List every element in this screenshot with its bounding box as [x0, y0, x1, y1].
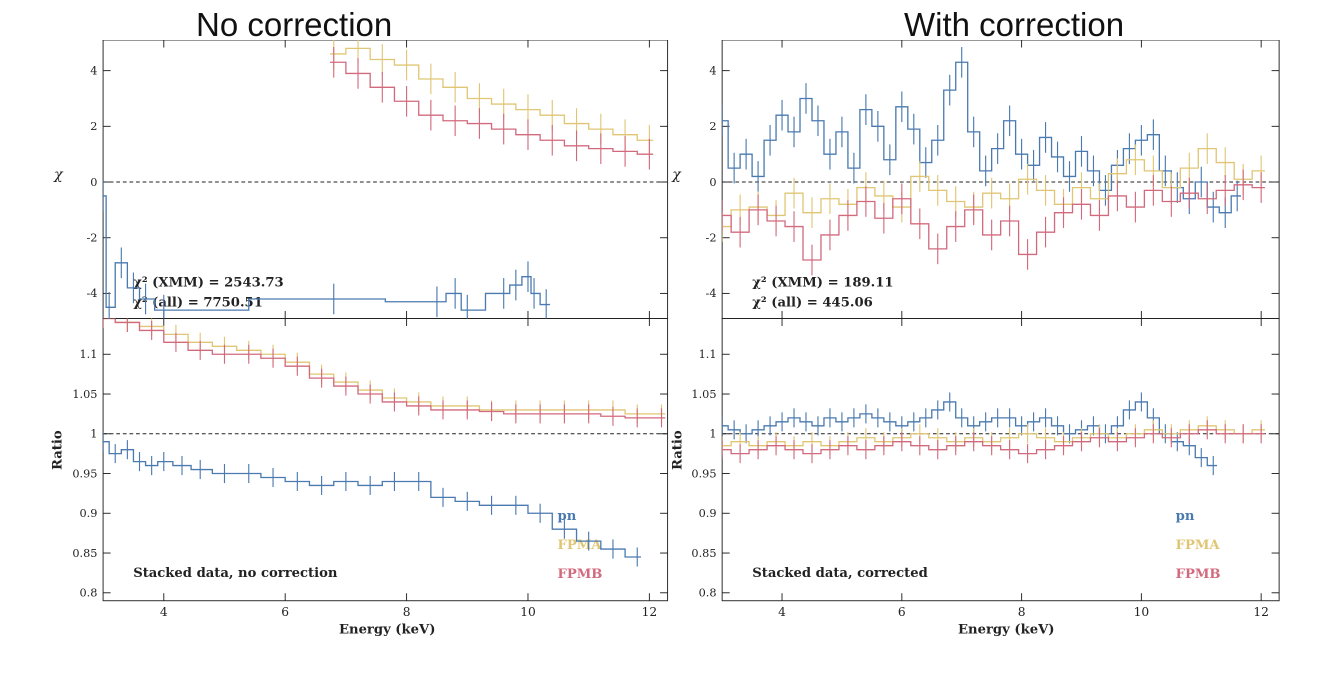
ratio-axis-label-left: Ratio: [51, 430, 66, 470]
caption-left: Stacked data, no correction: [133, 566, 338, 581]
x-tick-label: 4: [778, 605, 786, 619]
chi2-all-right: χ² (all) = 445.06: [752, 295, 873, 310]
x-tick-label: 10: [520, 605, 536, 619]
x-tick-label: 12: [1253, 605, 1269, 619]
pn-residual-line: [103, 195, 550, 311]
ratio-frame: [721, 318, 1280, 602]
residual-y-tick-label: 4: [90, 64, 97, 77]
energy-axis-label-right: Energy (keV): [958, 623, 1054, 638]
pn-residual-line: [722, 61, 1241, 214]
ratio-y-tick-label: 0.8: [80, 587, 98, 600]
ratio-y-tick-label: 0.95: [691, 467, 716, 480]
x-tick-label: 8: [1018, 605, 1026, 619]
x-tick-label: 10: [1134, 605, 1150, 619]
fpmb-residual-line: [329, 61, 654, 155]
chi2-xmm-right: χ² (XMM) = 189.11: [752, 275, 893, 290]
residual-y-tick-label: -4: [86, 287, 97, 300]
residual-y-tick-label: 2: [90, 120, 97, 133]
ratio-y-tick-label: 0.9: [699, 507, 717, 520]
residual-y-tick-label: -2: [706, 231, 717, 244]
panel-title-left: No correction: [196, 6, 393, 43]
fpma-residual-line: [329, 47, 654, 141]
fpmb-ratio-line: [103, 318, 666, 419]
ratio-y-tick-label: 1.1: [699, 348, 717, 361]
x-tick-label: 12: [642, 605, 658, 619]
residual-y-tick-label: -2: [86, 231, 97, 244]
legend-pn-left: pn: [558, 509, 577, 524]
legend-pn-right: pn: [1176, 509, 1195, 524]
pn-ratio-line: [722, 401, 1218, 467]
x-tick-label: 8: [403, 605, 411, 619]
fpmb-residual-line: [722, 184, 1265, 261]
residual-y-tick-label: 2: [709, 120, 716, 133]
legend-fpma-left: FPMA: [558, 538, 603, 553]
ratio-y-tick-label: 0.95: [72, 467, 97, 480]
caption-right: Stacked data, corrected: [752, 566, 928, 581]
ratio-y-tick-label: 1.05: [72, 388, 97, 401]
legend-fpmb-right: FPMB: [1176, 567, 1221, 582]
energy-axis-label-left: Energy (keV): [339, 623, 435, 638]
ratio-y-tick-label: 1.05: [691, 388, 716, 401]
ratio-y-tick-label: 0.85: [72, 547, 97, 560]
fpmb-ratio-line: [722, 429, 1265, 455]
chi2-xmm-left: χ² (XMM) = 2543.73: [133, 275, 283, 290]
residual-y-tick-label: 4: [709, 64, 716, 77]
ratio-y-tick-label: 1: [709, 428, 716, 441]
x-tick-label: 6: [898, 605, 906, 619]
ratio-y-tick-label: 0.85: [691, 547, 716, 560]
x-tick-label: 6: [281, 605, 289, 619]
chi-axis-label-right: χ: [671, 167, 682, 183]
fpma-residual-line: [722, 147, 1265, 228]
ratio-y-tick-label: 0.8: [699, 587, 717, 600]
residual-y-tick-label: -4: [706, 287, 717, 300]
ratio-frame: [102, 318, 669, 602]
x-tick-label: 4: [160, 605, 168, 619]
legend-fpma-right: FPMA: [1176, 538, 1221, 553]
chart-svg: χ Ratio Energy (keV) χ² (XMM) = 2543.73 …: [51, 40, 1280, 638]
panel-title-right: With correction: [904, 6, 1125, 43]
residual-y-tick-label: 0: [90, 176, 97, 189]
chi-axis-label-left: χ: [53, 167, 64, 183]
residual-y-tick-label: 0: [709, 176, 716, 189]
ratio-y-tick-label: 0.9: [80, 507, 98, 520]
ratio-axis-label-right: Ratio: [671, 430, 686, 470]
pn-ratio-line: [103, 441, 641, 558]
ratio-y-tick-label: 1.1: [80, 348, 98, 361]
ratio-y-tick-label: 1: [90, 428, 97, 441]
chi2-all-left: χ² (all) = 7750.51: [133, 295, 263, 310]
legend-fpmb-left: FPMB: [558, 567, 603, 582]
